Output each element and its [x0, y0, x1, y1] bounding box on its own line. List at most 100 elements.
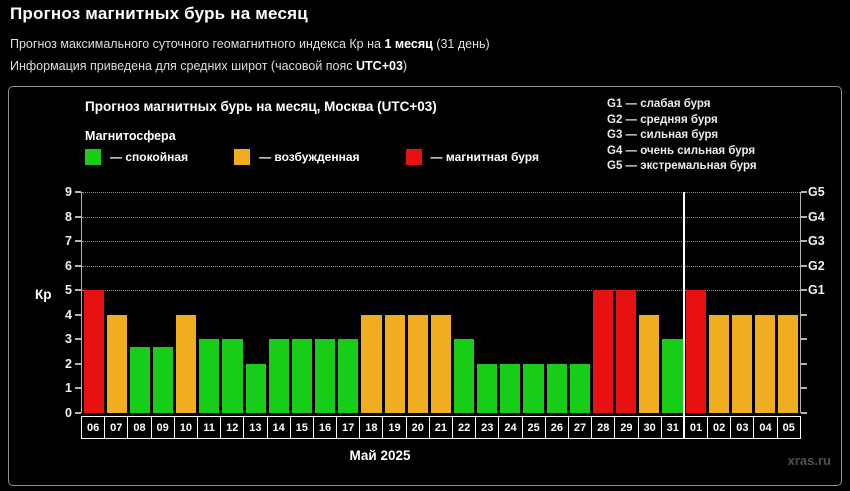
day-label-18: 18: [359, 416, 384, 439]
gridline-kp6: [82, 265, 800, 267]
bar-day-13: [245, 363, 266, 413]
legend-label-storm: — магнитная буря: [430, 150, 539, 164]
bar-day-26: [546, 363, 567, 413]
bar-day-27: [569, 363, 590, 413]
y-axis-tick: [75, 289, 81, 292]
bar-cell: [429, 192, 452, 413]
y-tick-label: 9: [65, 185, 72, 199]
plot-area: 0 1 2 3 4 5 6 7 8 9 G1 G2 G3 G4 G5 06 07 08 09 10 11 12 13 14 15…: [65, 185, 825, 439]
bar-day-19: [384, 314, 405, 413]
bar-cell: [198, 192, 221, 413]
gridline-kp9: [82, 192, 800, 193]
bar-day-25: [523, 363, 544, 413]
bar-cell: [151, 192, 174, 413]
day-label-22: 22: [452, 416, 477, 439]
legend-label-excited: — возбужденная: [259, 150, 360, 164]
x-axis-label: Май 2025: [349, 448, 411, 463]
bar-day-24: [500, 363, 521, 413]
subtitle-1-suffix: (31 день): [432, 37, 490, 51]
day-label-23: 23: [475, 416, 500, 439]
bar-cell: [684, 192, 707, 413]
legend-swatch-storm: [405, 149, 422, 165]
g-legend-line-g3: G3 — сильная буря: [607, 129, 719, 141]
y-tick-label: 7: [65, 234, 72, 249]
y-axis-tick: [75, 264, 81, 267]
month-boundary-line: [683, 192, 686, 439]
bar-day-04: [755, 314, 776, 413]
g-tick-label-g5: G5: [808, 185, 825, 199]
bar-cell: [638, 192, 661, 413]
y-axis-tick: [75, 362, 81, 365]
bar-cell: [267, 192, 290, 413]
right-axis-tick: [801, 387, 807, 390]
bar-cell: [221, 192, 244, 413]
y-tick-label: 5: [65, 283, 72, 298]
subtitle-line-1: Прогноз максимального суточного геомагни…: [10, 37, 490, 51]
bar-day-17: [338, 339, 359, 413]
bar-cell: [499, 192, 522, 413]
bar-day-20: [407, 314, 428, 413]
bar-day-18: [361, 314, 382, 413]
day-label-09: 09: [150, 416, 175, 439]
subtitle-1-bold: 1 месяц: [384, 37, 433, 51]
right-axis-tick: [801, 264, 807, 267]
y-axis-tick: [75, 338, 81, 341]
bar-day-21: [430, 314, 451, 413]
bar-cell: [337, 192, 360, 413]
right-axis-tick: [801, 412, 807, 414]
y-tick-label: 6: [65, 258, 72, 273]
day-label-25: 25: [521, 416, 546, 439]
g-tick-label-g2: G2: [808, 258, 825, 273]
gridline-kp5: [82, 290, 800, 292]
watermark: xras.ru: [787, 453, 831, 468]
bar-day-31: [662, 339, 683, 413]
y-tick-label: 8: [65, 209, 72, 224]
day-label-14: 14: [266, 416, 291, 439]
day-label-11: 11: [196, 416, 222, 439]
bar-cell: [522, 192, 545, 413]
gridline-kp7: [82, 241, 800, 243]
bar-day-10: [176, 314, 197, 413]
bar-day-09: [152, 347, 174, 413]
right-axis-tick: [801, 240, 807, 243]
g-tick-label-g1: G1: [808, 283, 825, 298]
day-label-15: 15: [289, 416, 314, 439]
bar-cell: [175, 192, 198, 413]
day-label-03: 03: [730, 416, 755, 439]
bar-day-23: [477, 363, 498, 413]
subtitle-2-text: Информация приведена для средних широт (…: [10, 59, 356, 73]
day-label-24: 24: [498, 416, 523, 439]
day-label-07: 07: [104, 416, 129, 439]
y-axis-tick: [75, 191, 81, 193]
day-label-02: 02: [707, 416, 732, 439]
bar-cell: [591, 192, 614, 413]
bar-cell: [730, 192, 753, 413]
y-tick-label: 3: [65, 332, 72, 347]
bar-cell: [82, 192, 105, 413]
bar-cell: [615, 192, 638, 413]
day-label-05: 05: [776, 416, 801, 439]
bar-day-08: [129, 347, 150, 413]
y-axis-tick: [75, 313, 81, 316]
g-legend-line-g4: G4 — очень сильная буря: [607, 144, 756, 157]
chart-panel: Прогноз магнитных бурь на месяц, Москва …: [8, 86, 842, 486]
right-axis-tick: [801, 338, 807, 341]
y-axis-tick: [75, 412, 81, 414]
bar-day-16: [315, 339, 336, 413]
subtitle-2-bold: UTC+03: [356, 59, 403, 73]
day-label-19: 19: [382, 416, 407, 439]
day-label-21: 21: [428, 416, 453, 439]
legend-item-storm: — магнитная буря: [405, 149, 539, 165]
y-tick-label: 0: [65, 406, 72, 420]
bar-cell: [777, 192, 800, 413]
day-label-30: 30: [637, 416, 662, 439]
bar-day-03: [731, 314, 753, 413]
bar-cell: [406, 192, 429, 413]
bar-cell: [545, 192, 568, 413]
bar-cell: [290, 192, 313, 413]
day-label-29: 29: [614, 416, 639, 439]
legend-item-excited: — возбужденная: [234, 149, 360, 165]
g-tick-label-g3: G3: [808, 234, 825, 249]
y-axis-tick: [75, 387, 81, 390]
day-label-17: 17: [336, 416, 361, 439]
